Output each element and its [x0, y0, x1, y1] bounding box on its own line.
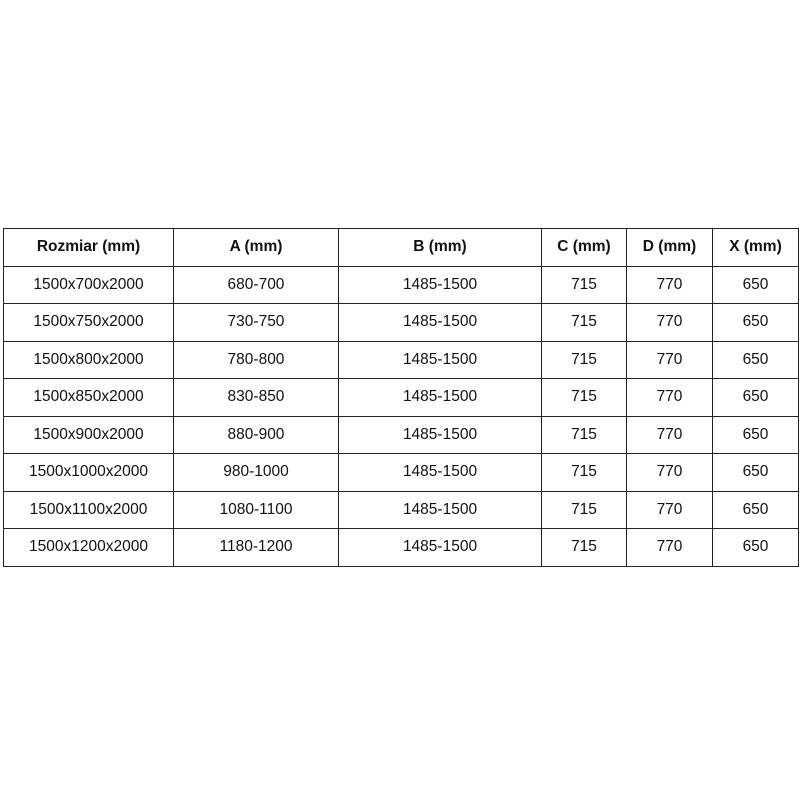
- cell-d: 770: [626, 453, 713, 492]
- cell-d: 770: [626, 528, 713, 567]
- cell-a: 980-1000: [173, 453, 339, 492]
- cell-a: 830-850: [173, 378, 339, 417]
- column-header-size: Rozmiar (mm): [3, 228, 174, 267]
- table-row: 1500x800x2000 780-800 1485-1500 715 770 650: [3, 340, 799, 379]
- table-row: 1500x1000x2000 980-1000 1485-1500 715 770 650: [3, 453, 799, 492]
- cell-c: 715: [541, 340, 627, 379]
- table-row: 1500x900x2000 880-900 1485-1500 715 770 650: [3, 415, 799, 454]
- column-header-b: B (mm): [338, 228, 542, 267]
- dimensions-table: Rozmiar (mm) A (mm) B (mm) C (mm) D (mm) X (m…: [3, 228, 799, 567]
- table-row: 1500x750x2000 730-750 1485-1500 715 770 650: [3, 303, 799, 342]
- cell-b: 1485-1500: [338, 453, 542, 492]
- cell-x: 650: [712, 265, 799, 304]
- cell-d: 770: [626, 490, 713, 529]
- cell-a: 1080-1100: [173, 490, 339, 529]
- cell-x: 650: [712, 415, 799, 454]
- cell-b: 1485-1500: [338, 265, 542, 304]
- cell-size: 1500x900x2000: [3, 415, 174, 454]
- cell-x: 650: [712, 528, 799, 567]
- column-header-x: X (mm): [712, 228, 799, 267]
- cell-c: 715: [541, 528, 627, 567]
- cell-a: 880-900: [173, 415, 339, 454]
- cell-d: 770: [626, 378, 713, 417]
- column-header-c: C (mm): [541, 228, 627, 267]
- table-row: 1500x1100x2000 1080-1100 1485-1500 715 770 65…: [3, 490, 799, 529]
- cell-d: 770: [626, 303, 713, 342]
- cell-size: 1500x1100x2000: [3, 490, 174, 529]
- cell-c: 715: [541, 303, 627, 342]
- cell-x: 650: [712, 378, 799, 417]
- cell-size: 1500x800x2000: [3, 340, 174, 379]
- cell-b: 1485-1500: [338, 303, 542, 342]
- cell-c: 715: [541, 378, 627, 417]
- cell-x: 650: [712, 453, 799, 492]
- cell-a: 730-750: [173, 303, 339, 342]
- cell-x: 650: [712, 490, 799, 529]
- cell-size: 1500x750x2000: [3, 303, 174, 342]
- cell-c: 715: [541, 490, 627, 529]
- cell-a: 680-700: [173, 265, 339, 304]
- cell-d: 770: [626, 415, 713, 454]
- cell-size: 1500x700x2000: [3, 265, 174, 304]
- cell-c: 715: [541, 453, 627, 492]
- cell-size: 1500x1200x2000: [3, 528, 174, 567]
- cell-x: 650: [712, 303, 799, 342]
- cell-d: 770: [626, 265, 713, 304]
- cell-b: 1485-1500: [338, 378, 542, 417]
- cell-c: 715: [541, 265, 627, 304]
- cell-b: 1485-1500: [338, 528, 542, 567]
- cell-a: 780-800: [173, 340, 339, 379]
- cell-b: 1485-1500: [338, 415, 542, 454]
- cell-size: 1500x850x2000: [3, 378, 174, 417]
- table-header-row: Rozmiar (mm) A (mm) B (mm) C (mm) D (mm) X (m…: [3, 228, 799, 267]
- table-row: 1500x850x2000 830-850 1485-1500 715 770 650: [3, 378, 799, 417]
- cell-a: 1180-1200: [173, 528, 339, 567]
- cell-b: 1485-1500: [338, 490, 542, 529]
- cell-x: 650: [712, 340, 799, 379]
- cell-b: 1485-1500: [338, 340, 542, 379]
- cell-c: 715: [541, 415, 627, 454]
- cell-size: 1500x1000x2000: [3, 453, 174, 492]
- column-header-a: A (mm): [173, 228, 339, 267]
- cell-d: 770: [626, 340, 713, 379]
- column-header-d: D (mm): [626, 228, 713, 267]
- table-row: 1500x1200x2000 1180-1200 1485-1500 715 770 65…: [3, 528, 799, 567]
- table-row: 1500x700x2000 680-700 1485-1500 715 770 650: [3, 265, 799, 304]
